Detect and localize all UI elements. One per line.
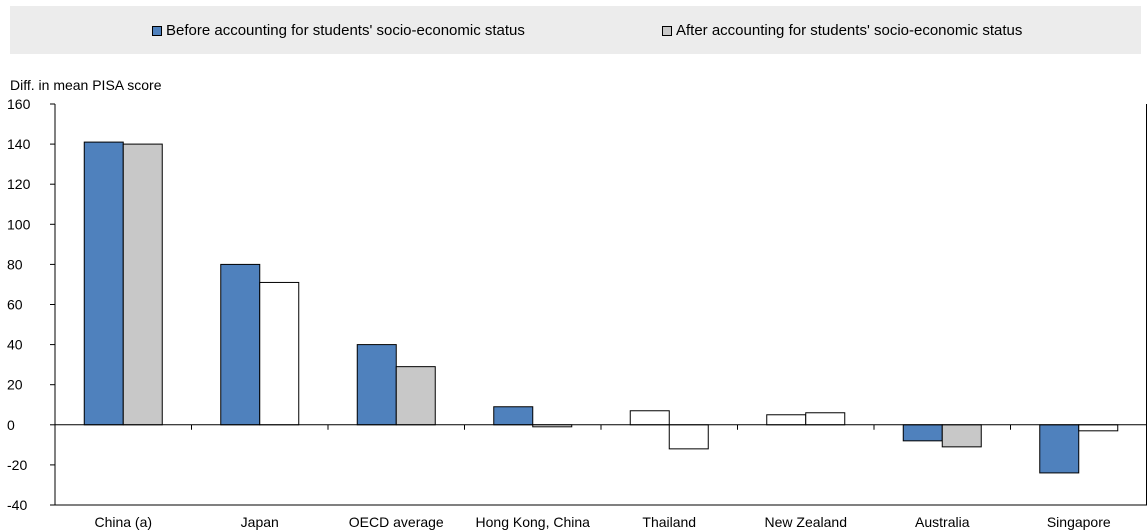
x-tick-label-2: OECD average — [349, 514, 444, 530]
bar-series2-5 — [805, 412, 846, 426]
x-tick-label-0: China (a) — [94, 514, 152, 530]
bar-series2-1 — [259, 281, 300, 426]
y-axis-label: Diff. in mean PISA score — [10, 77, 162, 93]
bar-series2-0 — [122, 143, 163, 426]
y-tick-label-10: 160 — [7, 96, 31, 112]
bar-series1-3 — [493, 406, 534, 426]
x-tick-label-5: New Zealand — [765, 514, 848, 530]
legend-label-after: After accounting for students' socio-eco… — [676, 22, 1023, 39]
x-tick-label-7: Singapore — [1047, 514, 1111, 530]
y-tick-label-5: 60 — [7, 297, 23, 313]
x-tick-label-4: Thailand — [642, 514, 696, 530]
legend: Before accounting for students' socio-ec… — [10, 6, 1141, 54]
legend-item-before: Before accounting for students' socio-ec… — [152, 23, 525, 38]
bar-series2-7 — [1078, 424, 1119, 432]
y-tick-label-6: 80 — [7, 256, 23, 272]
legend-label-before: Before accounting for students' socio-ec… — [166, 22, 525, 39]
y-tick-label-0: -40 — [7, 497, 27, 513]
x-tick-label-6: Australia — [915, 514, 970, 530]
bar-series1-5 — [766, 414, 807, 426]
y-tick-label-9: 140 — [7, 136, 31, 152]
y-tick-label-1: -20 — [7, 457, 27, 473]
y-tick-label-2: 0 — [7, 417, 15, 433]
legend-item-after: After accounting for students' socio-eco… — [662, 23, 1022, 38]
y-tick-label-8: 120 — [7, 176, 31, 192]
legend-swatch-before — [152, 25, 162, 36]
y-tick-label-3: 20 — [7, 377, 23, 393]
bar-series1-1 — [220, 263, 261, 426]
legend-swatch-after — [662, 25, 672, 36]
bar-series1-0 — [83, 141, 124, 426]
bar-series1-2 — [356, 344, 397, 426]
bar-series2-2 — [395, 366, 436, 426]
x-tick-label-3: Hong Kong, China — [476, 514, 591, 530]
bar-series1-6 — [902, 424, 943, 442]
x-tick-label-1: Japan — [241, 514, 279, 530]
bar-series1-4 — [629, 410, 670, 426]
y-tick-label-7: 100 — [7, 216, 31, 232]
bar-series2-6 — [941, 424, 982, 448]
y-tick-label-4: 40 — [7, 337, 23, 353]
bar-series2-4 — [668, 424, 709, 450]
bar-series1-7 — [1039, 424, 1080, 474]
